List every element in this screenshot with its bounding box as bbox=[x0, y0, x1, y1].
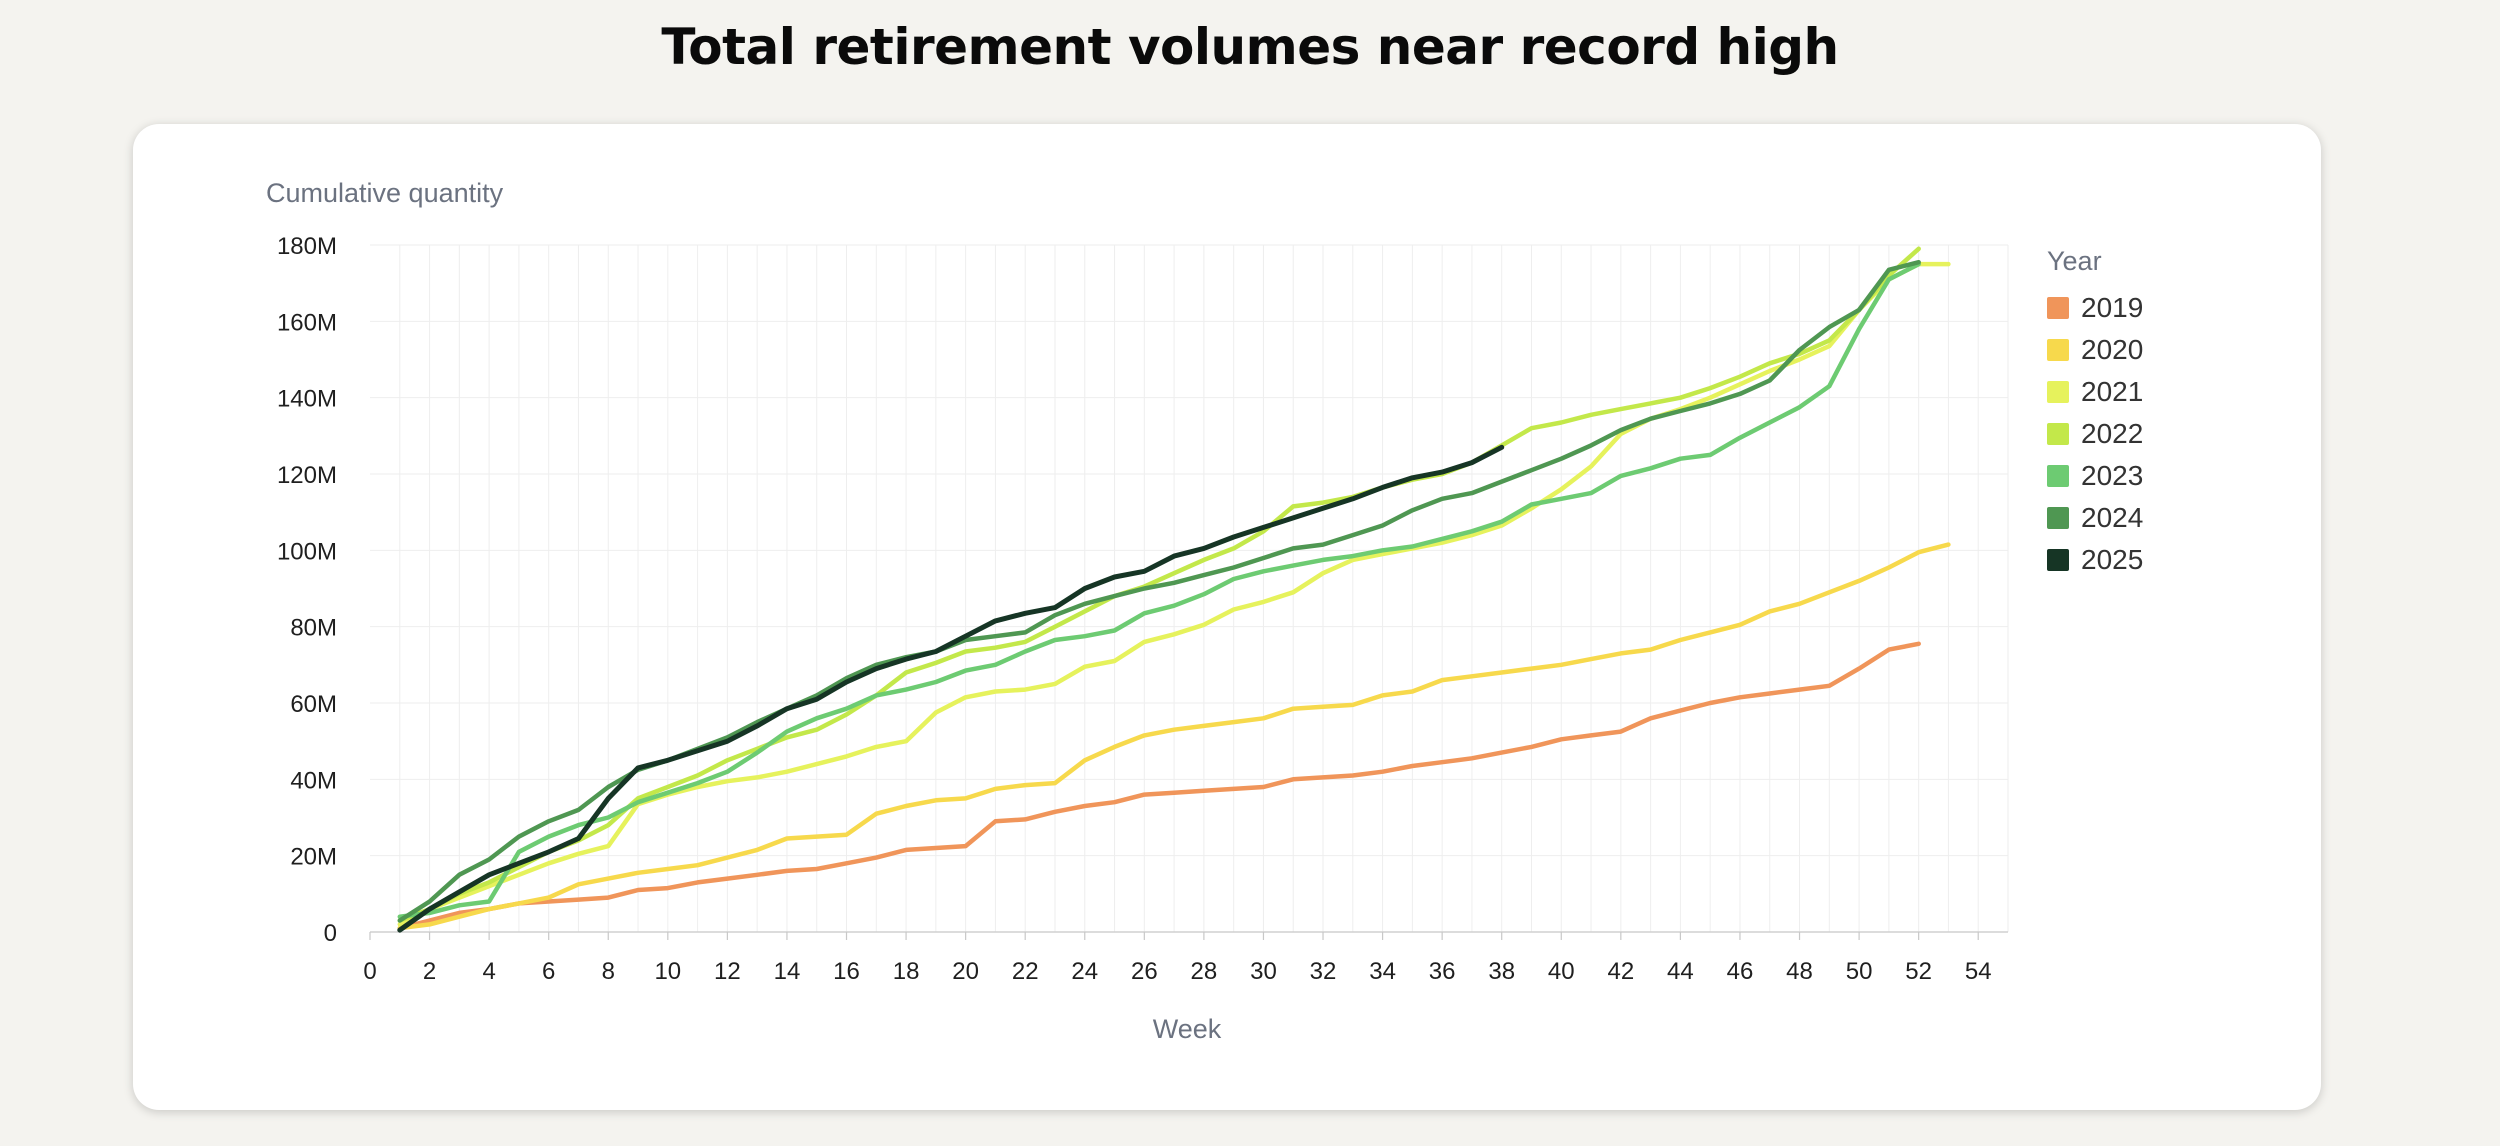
x-tick-label: 32 bbox=[1310, 958, 1337, 985]
x-tick-label: 52 bbox=[1905, 958, 1932, 985]
x-tick-label: 26 bbox=[1131, 958, 1158, 985]
x-tick-label: 36 bbox=[1429, 958, 1456, 985]
series-line-2023 bbox=[397, 261, 1921, 919]
legend-title: Year bbox=[2047, 246, 2102, 276]
x-tick-label: 8 bbox=[602, 958, 615, 985]
y-tick-label: 20M bbox=[290, 844, 337, 871]
y-tick-label: 180M bbox=[277, 233, 337, 260]
legend-label: 2025 bbox=[2081, 544, 2144, 575]
legend-item-2020[interactable]: 2020 bbox=[2047, 329, 2143, 371]
legend-label: 2021 bbox=[2081, 376, 2144, 407]
legend-item-2022[interactable]: 2022 bbox=[2047, 413, 2143, 455]
legend-swatch bbox=[2047, 549, 2069, 571]
y-tick-label: 140M bbox=[277, 386, 337, 413]
legend-swatch bbox=[2047, 297, 2069, 319]
x-tick-label: 46 bbox=[1727, 958, 1754, 985]
legend-label: 2020 bbox=[2081, 334, 2144, 365]
x-tick-label: 22 bbox=[1012, 958, 1039, 985]
legend-label: 2024 bbox=[2081, 502, 2144, 533]
x-tick-label: 18 bbox=[893, 958, 920, 985]
x-tick-label: 54 bbox=[1965, 958, 1992, 985]
legend-label: 2019 bbox=[2081, 292, 2144, 323]
legend-item-2019[interactable]: 2019 bbox=[2047, 287, 2143, 329]
y-tick-label: 60M bbox=[290, 691, 337, 718]
x-tick-label: 42 bbox=[1607, 958, 1634, 985]
legend-item-2023[interactable]: 2023 bbox=[2047, 455, 2143, 497]
x-tick-label: 34 bbox=[1369, 958, 1396, 985]
legend-label: 2022 bbox=[2081, 418, 2144, 449]
x-tick-label: 20 bbox=[952, 958, 979, 985]
x-tick-label: 48 bbox=[1786, 958, 1813, 985]
x-tick-label: 28 bbox=[1191, 958, 1218, 985]
x-tick-label: 0 bbox=[363, 958, 376, 985]
y-tick-label: 80M bbox=[290, 615, 337, 642]
x-tick-label: 40 bbox=[1548, 958, 1575, 985]
y-tick-label: 160M bbox=[277, 309, 337, 336]
x-tick-label: 30 bbox=[1250, 958, 1277, 985]
legend-swatch bbox=[2047, 339, 2069, 361]
y-axis-label: Cumulative quantity bbox=[266, 178, 504, 208]
y-tick-label: 100M bbox=[277, 538, 337, 565]
x-tick-label: 2 bbox=[423, 958, 436, 985]
legend-item-2024[interactable]: 2024 bbox=[2047, 497, 2143, 539]
legend: Year 2019 2020 2021 2022 2023 2024 2025 bbox=[2047, 246, 2143, 581]
legend-swatch bbox=[2047, 507, 2069, 529]
x-tick-label: 16 bbox=[833, 958, 860, 985]
legend-swatch bbox=[2047, 423, 2069, 445]
legend-item-2021[interactable]: 2021 bbox=[2047, 371, 2143, 413]
x-tick-label: 24 bbox=[1071, 958, 1098, 985]
legend-swatch bbox=[2047, 465, 2069, 487]
x-tick-label: 50 bbox=[1846, 958, 1873, 985]
y-tick-label: 0 bbox=[324, 920, 337, 947]
x-tick-label: 44 bbox=[1667, 958, 1694, 985]
page-title: Total retirement volumes near record hig… bbox=[661, 18, 1839, 76]
series-line-2022 bbox=[397, 246, 1921, 923]
x-tick-label: 12 bbox=[714, 958, 741, 985]
y-tick-label: 40M bbox=[290, 767, 337, 794]
legend-item-2025[interactable]: 2025 bbox=[2047, 539, 2143, 581]
x-tick-label: 4 bbox=[482, 958, 495, 985]
series-line-2020 bbox=[397, 542, 1951, 931]
series-line-2025 bbox=[397, 444, 1505, 933]
x-tick-label: 6 bbox=[542, 958, 555, 985]
legend-label: 2023 bbox=[2081, 460, 2144, 491]
x-tick-label: 14 bbox=[774, 958, 801, 985]
legend-swatch bbox=[2047, 381, 2069, 403]
chart-card bbox=[133, 124, 2321, 1110]
y-tick-label: 120M bbox=[277, 462, 337, 489]
x-tick-label: 38 bbox=[1488, 958, 1515, 985]
x-tick-label: 10 bbox=[654, 958, 681, 985]
series-line-2019 bbox=[397, 641, 1921, 931]
